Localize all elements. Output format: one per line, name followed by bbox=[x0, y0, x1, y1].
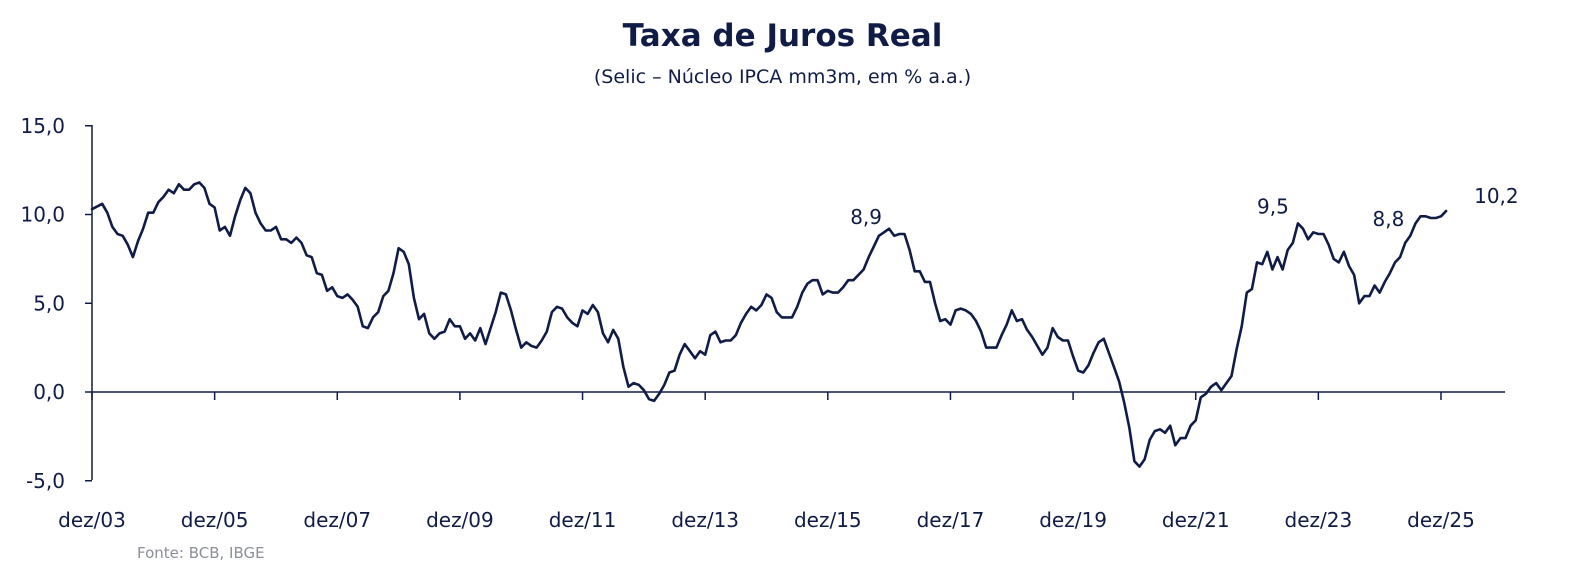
x-tick-label: dez/07 bbox=[303, 508, 371, 532]
x-tick-label: dez/17 bbox=[917, 508, 985, 532]
x-tick-label: dez/03 bbox=[58, 508, 126, 532]
x-tick-label: dez/13 bbox=[671, 508, 739, 532]
x-tick-label: dez/21 bbox=[1162, 508, 1230, 532]
source-note: Fonte: BCB, IBGE bbox=[137, 544, 265, 562]
x-tick-label: dez/19 bbox=[1039, 508, 1107, 532]
x-tick-label: dez/11 bbox=[549, 508, 617, 532]
line-chart: 15,010,05,00,0-5,0 dez/03 dez/05 dez/07 dez… bbox=[20, 114, 1518, 532]
y-tick-label: 10,0 bbox=[20, 203, 65, 227]
chart-subtitle: (Selic – Núcleo IPCA mm3m, em % a.a.) bbox=[593, 66, 972, 88]
x-tick-label: dez/15 bbox=[794, 508, 862, 532]
y-tick-label: 0,0 bbox=[33, 380, 65, 404]
data-label: 9,5 bbox=[1257, 194, 1289, 218]
series bbox=[90, 181, 1448, 468]
x-tick-label: dez/23 bbox=[1285, 508, 1353, 532]
x-axis: dez/03 dez/05 dez/07 dez/09 dez/11 dez/13 dez/… bbox=[58, 391, 1505, 532]
y-axis: 15,0 10,0 5,0 0,0 -5,0 bbox=[20, 114, 93, 493]
chart-title: Taxa de Juros Real bbox=[622, 18, 943, 54]
y-tick-label: 15,0 bbox=[20, 114, 65, 138]
x-tick-label: dez/05 bbox=[181, 508, 249, 532]
y-tick-label: -5,0 bbox=[26, 469, 65, 493]
series-line bbox=[90, 181, 1448, 468]
annotations: 8,9 9,5 8,8 10,2 bbox=[850, 184, 1518, 231]
x-tick-label: dez/09 bbox=[426, 508, 494, 532]
x-tick-label: dez/25 bbox=[1407, 508, 1475, 532]
data-label: 8,8 bbox=[1373, 207, 1405, 231]
data-label: 10,2 bbox=[1474, 184, 1519, 208]
y-tick-label: 5,0 bbox=[33, 291, 65, 315]
data-label: 8,9 bbox=[850, 205, 882, 229]
